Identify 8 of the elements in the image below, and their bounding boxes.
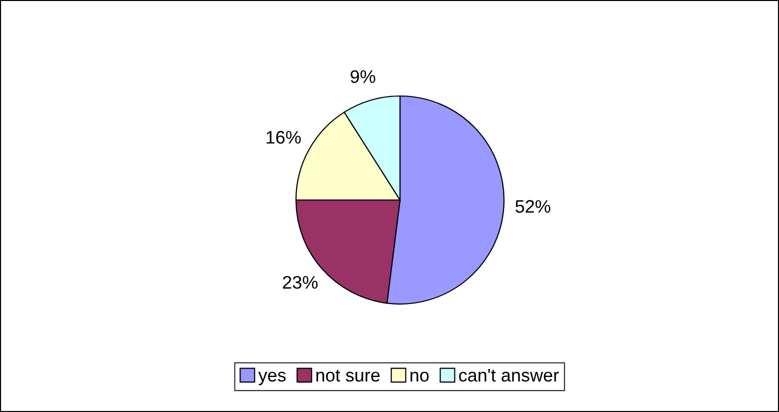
data-label: 9% [350, 70, 376, 84]
data-label: 52% [516, 200, 550, 213]
legend-label: not sure [316, 370, 380, 382]
data-label: 23% [282, 276, 318, 289]
legend-label: no [410, 372, 429, 382]
legend-label: can't answer [459, 369, 559, 382]
data-label: 16% [266, 130, 301, 144]
legend-label: yes [258, 372, 286, 386]
